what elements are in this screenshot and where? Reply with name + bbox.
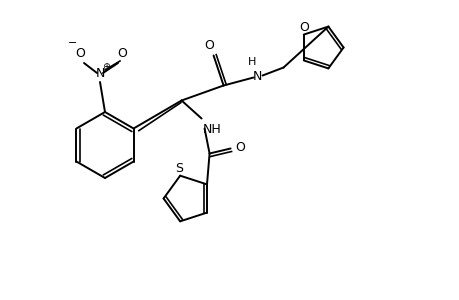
Text: −: − (68, 38, 78, 48)
Text: N: N (95, 67, 105, 80)
Text: S: S (175, 162, 183, 175)
Text: O: O (298, 21, 308, 34)
Text: O: O (117, 47, 127, 60)
Text: O: O (75, 47, 85, 60)
Text: N: N (252, 70, 262, 83)
Text: H: H (247, 56, 255, 67)
Text: NH: NH (202, 122, 221, 136)
Text: ⊕: ⊕ (102, 62, 110, 72)
Text: O: O (235, 141, 245, 154)
Text: O: O (204, 38, 214, 52)
